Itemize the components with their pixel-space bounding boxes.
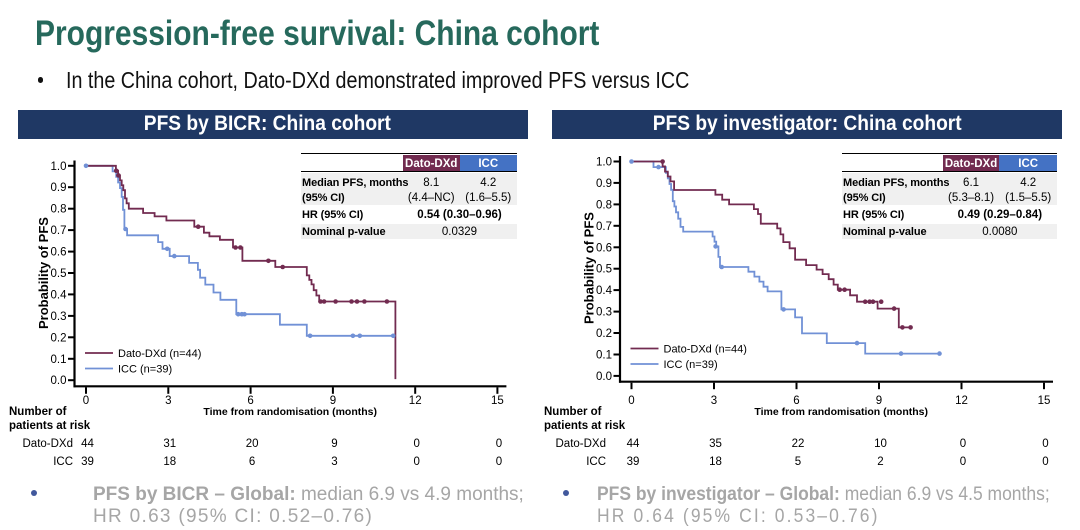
svg-text:0.7: 0.7 (51, 225, 67, 237)
svg-text:Probability of PFS: Probability of PFS (36, 217, 51, 329)
svg-text:0.6: 0.6 (596, 242, 612, 254)
svg-text:0.1: 0.1 (51, 354, 67, 366)
svg-text:0.8: 0.8 (596, 199, 612, 211)
svg-text:0.0: 0.0 (596, 371, 612, 383)
svg-text:1.0: 1.0 (596, 157, 612, 169)
svg-text:0.9: 0.9 (596, 178, 612, 190)
svg-text:9: 9 (330, 395, 336, 407)
svg-text:0: 0 (628, 395, 634, 407)
svg-text:0.7: 0.7 (596, 221, 612, 233)
svg-text:Probability of PFS: Probability of PFS (582, 212, 597, 324)
svg-text:0.6: 0.6 (51, 247, 67, 259)
svg-text:0.5: 0.5 (51, 268, 67, 280)
svg-text:0.4: 0.4 (596, 285, 613, 297)
svg-text:0.2: 0.2 (596, 328, 612, 340)
svg-text:3: 3 (165, 395, 171, 407)
svg-text:12: 12 (409, 395, 422, 407)
svg-text:9: 9 (876, 395, 882, 407)
svg-text:Dato-DXd (n=44): Dato-DXd (n=44) (664, 344, 747, 356)
svg-text:0.1: 0.1 (596, 350, 612, 362)
svg-text:0.2: 0.2 (51, 332, 67, 344)
svg-text:Dato-DXd (n=44): Dato-DXd (n=44) (118, 348, 201, 360)
svg-text:1.0: 1.0 (51, 161, 67, 173)
svg-text:6: 6 (247, 395, 253, 407)
svg-text:0.3: 0.3 (596, 307, 612, 319)
svg-text:0.8: 0.8 (51, 204, 67, 216)
svg-text:0.3: 0.3 (51, 311, 67, 323)
svg-text:15: 15 (491, 395, 504, 407)
svg-text:3: 3 (711, 395, 717, 407)
svg-text:0.9: 0.9 (51, 182, 67, 194)
svg-text:ICC (n=39): ICC (n=39) (664, 359, 718, 371)
svg-text:0.5: 0.5 (596, 264, 612, 276)
svg-text:15: 15 (1038, 395, 1051, 407)
svg-text:12: 12 (955, 395, 968, 407)
svg-text:6: 6 (793, 395, 799, 407)
svg-text:ICC (n=39): ICC (n=39) (118, 364, 172, 376)
svg-text:0: 0 (83, 395, 89, 407)
svg-text:0.4: 0.4 (51, 289, 68, 301)
svg-text:0.0: 0.0 (51, 375, 67, 387)
